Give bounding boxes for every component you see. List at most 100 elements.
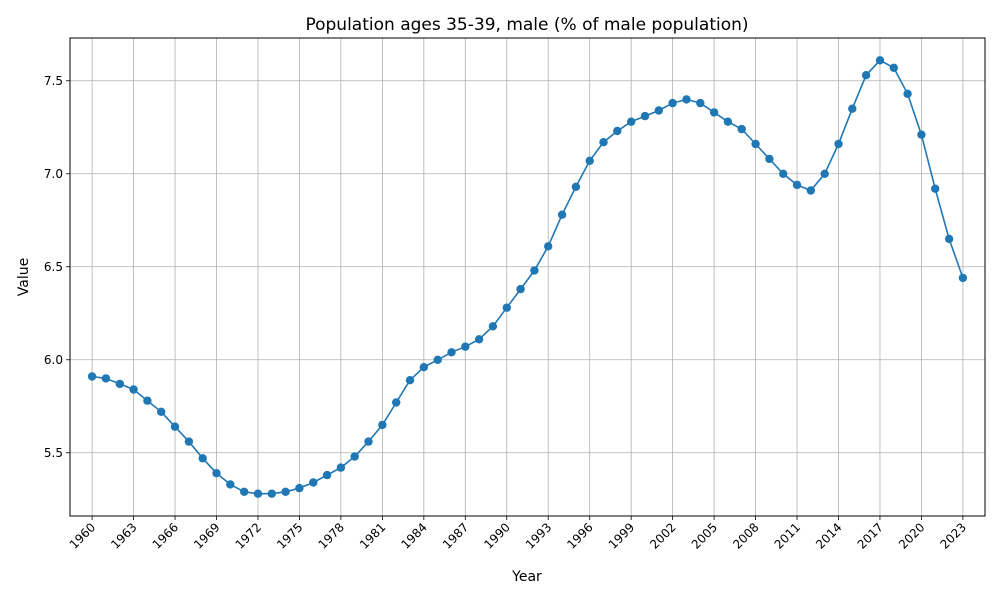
y-tick-label: 7.0 xyxy=(44,167,63,181)
x-tick-label: 1975 xyxy=(274,520,305,551)
data-point xyxy=(447,348,456,357)
y-tick-label: 5.5 xyxy=(44,446,63,460)
x-axis-label: Year xyxy=(511,569,542,585)
data-point xyxy=(723,117,733,126)
series-line xyxy=(91,59,964,495)
data-point xyxy=(613,126,622,136)
data-point xyxy=(405,376,415,385)
x-tick-label: 1960 xyxy=(67,520,98,551)
data-point xyxy=(87,372,97,381)
x-tick-label: 2017 xyxy=(855,520,886,551)
series-markers xyxy=(87,56,968,498)
x-tick-label: 2005 xyxy=(689,520,720,551)
y-tick-label: 6.0 xyxy=(44,353,63,367)
data-point xyxy=(751,139,760,149)
data-point xyxy=(295,483,304,493)
data-point xyxy=(944,234,954,244)
data-point xyxy=(101,374,111,383)
data-point xyxy=(668,98,677,108)
data-point xyxy=(474,335,484,344)
data-point xyxy=(143,396,152,405)
data-point xyxy=(309,478,318,487)
grid xyxy=(70,38,985,516)
data-point xyxy=(502,303,511,312)
data-point xyxy=(779,169,788,178)
data-point xyxy=(820,169,829,178)
data-point xyxy=(184,437,194,446)
data-point xyxy=(281,487,290,496)
data-point xyxy=(585,156,594,165)
y-axis-label: Value xyxy=(16,258,32,296)
y-tick-label: 7.5 xyxy=(44,74,63,88)
data-point xyxy=(931,184,940,193)
x-tick-label: 1972 xyxy=(233,520,264,551)
data-point xyxy=(364,437,373,446)
x-tick-label: 1990 xyxy=(481,520,512,551)
data-point xyxy=(115,379,125,389)
x-tick-label: 1993 xyxy=(523,520,554,551)
data-point xyxy=(903,89,912,99)
data-point xyxy=(419,363,428,372)
data-point xyxy=(157,407,166,416)
data-point xyxy=(530,266,539,275)
x-tick-label: 1999 xyxy=(606,520,637,551)
data-point xyxy=(765,154,774,164)
x-tick-label: 2023 xyxy=(938,520,969,551)
data-point xyxy=(654,106,663,115)
data-point xyxy=(557,210,567,219)
x-tick-label: 1966 xyxy=(150,520,181,551)
data-point xyxy=(253,489,263,498)
data-point xyxy=(433,355,442,364)
y-tick-label: 6.5 xyxy=(44,260,63,274)
x-tick-label: 1987 xyxy=(440,520,471,551)
data-point xyxy=(212,469,221,478)
data-point xyxy=(848,104,857,113)
chart-title: Population ages 35-39, male (% of male p… xyxy=(305,15,748,35)
data-point xyxy=(170,422,180,431)
x-tick-label: 1996 xyxy=(564,520,595,551)
data-point xyxy=(627,117,636,126)
data-point xyxy=(392,398,401,407)
data-point xyxy=(737,124,746,134)
data-point xyxy=(571,182,581,191)
y-axis: 5.5 6.0 6.5 7.0 7.5 xyxy=(44,74,70,460)
data-point xyxy=(709,108,719,117)
x-axis: 1960 1963 1966 1969 1972 1975 1978 1981 1984 1987… xyxy=(67,516,969,552)
data-point xyxy=(322,470,332,480)
x-tick-label: 2002 xyxy=(647,520,678,551)
data-point xyxy=(129,385,138,394)
data-point xyxy=(544,242,553,251)
x-tick-label: 1969 xyxy=(191,520,222,551)
data-point xyxy=(240,487,249,496)
data-point xyxy=(917,130,926,139)
data-point xyxy=(226,480,235,489)
data-point xyxy=(640,111,650,121)
x-tick-label: 1963 xyxy=(108,520,139,551)
data-point xyxy=(834,139,843,149)
data-point xyxy=(378,420,387,430)
data-point xyxy=(806,186,815,195)
x-tick-label: 2014 xyxy=(813,520,844,551)
data-point xyxy=(792,180,802,190)
data-point xyxy=(599,138,608,147)
data-point xyxy=(682,95,691,104)
x-tick-label: 1978 xyxy=(316,520,347,551)
data-point xyxy=(350,452,359,461)
x-tick-label: 1984 xyxy=(398,520,429,551)
data-point xyxy=(889,63,898,72)
data-point xyxy=(861,71,871,80)
x-tick-label: 2011 xyxy=(772,520,803,551)
data-point xyxy=(696,98,705,108)
data-point xyxy=(958,273,968,283)
data-point xyxy=(336,463,346,472)
data-point xyxy=(875,56,885,65)
x-tick-label: 1981 xyxy=(357,520,388,551)
x-tick-label: 2008 xyxy=(730,520,761,551)
data-point xyxy=(267,489,276,498)
plot-area-frame xyxy=(69,37,986,517)
data-point xyxy=(488,322,498,331)
data-point xyxy=(516,284,525,294)
data-point xyxy=(198,454,207,463)
x-tick-label: 2020 xyxy=(896,520,927,551)
